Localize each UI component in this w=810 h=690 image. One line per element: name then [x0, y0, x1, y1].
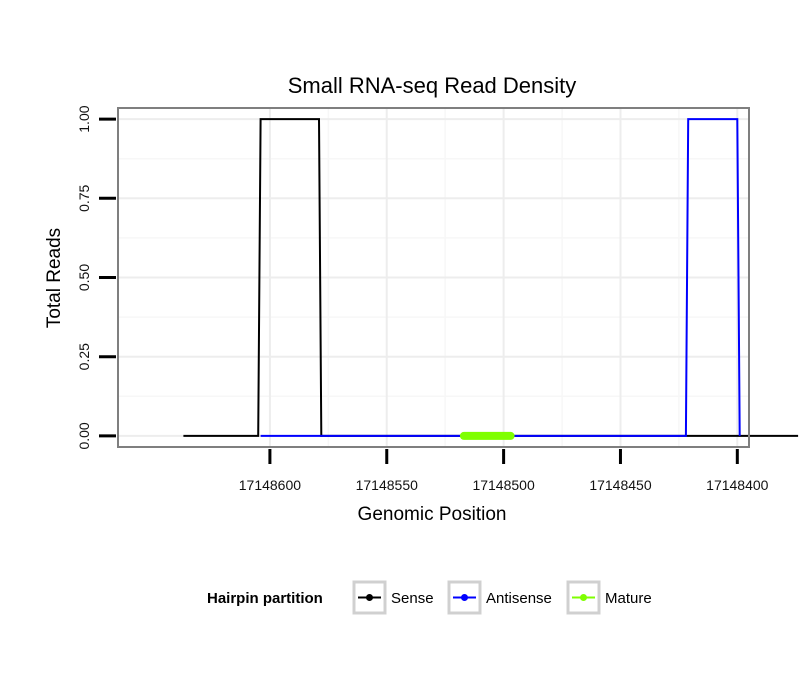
legend: Hairpin partition Sense Antisense Mature	[207, 580, 652, 615]
y-axis-title: Total Reads	[44, 228, 65, 328]
y-tick-label: 0.00	[76, 422, 92, 449]
legend-item-mature: Mature	[566, 580, 652, 615]
legend-item-antisense: Antisense	[447, 580, 552, 615]
y-tick-label: 0.75	[76, 184, 92, 211]
legend-item-sense: Sense	[352, 580, 434, 615]
x-axis: 17148600 17148550 17148500 17148450 17148400	[239, 449, 769, 493]
x-tick-label: 17148550	[356, 477, 419, 493]
legend-key-point	[366, 594, 373, 601]
legend-key-point	[461, 594, 468, 601]
legend-items: Sense Antisense Mature	[352, 580, 652, 615]
legend-key-point	[580, 594, 587, 601]
legend-title: Hairpin partition	[207, 590, 323, 607]
y-tick-label: 1.00	[76, 105, 92, 132]
y-axis: 0.00 0.25 0.50 0.75 1.00	[76, 105, 116, 450]
series-line-antisense	[260, 118, 741, 437]
x-tick-label: 17148400	[706, 477, 769, 493]
panel-border	[117, 107, 750, 448]
x-tick-label: 17148500	[472, 477, 535, 493]
x-axis-title: Genomic Position	[358, 504, 507, 525]
legend-label: Mature	[605, 590, 652, 607]
legend-label: Sense	[391, 590, 434, 607]
chart-title: Small RNA-seq Read Density	[288, 73, 577, 98]
legend-label: Antisense	[486, 590, 552, 607]
series-layer	[183, 118, 799, 440]
x-tick-label: 17148600	[239, 477, 302, 493]
x-tick-label: 17148450	[589, 477, 652, 493]
y-tick-label: 0.50	[76, 264, 92, 291]
plot-panel	[117, 107, 799, 448]
y-tick-label: 0.25	[76, 343, 92, 370]
